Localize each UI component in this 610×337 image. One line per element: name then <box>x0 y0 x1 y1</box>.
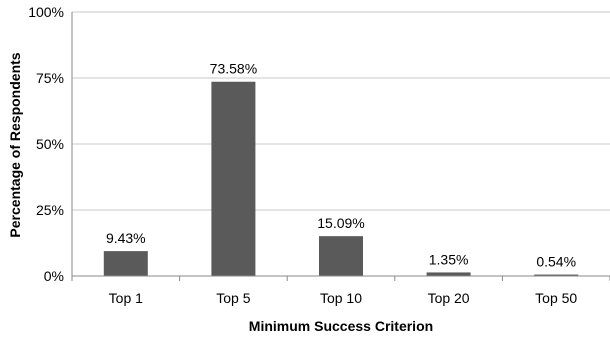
y-axis-title: Percentage of Respondents <box>7 52 23 237</box>
data-label: 73.58% <box>210 61 257 77</box>
bar <box>426 272 471 276</box>
bar <box>534 274 579 276</box>
y-tick-label: 75% <box>36 70 64 86</box>
bar <box>319 236 363 276</box>
data-labels: 9.43% 73.58% 15.09% 1.35% 0.54% <box>106 61 576 270</box>
gridlines <box>72 11 610 211</box>
data-label: 9.43% <box>106 230 146 246</box>
data-label: 15.09% <box>317 215 364 231</box>
x-tick-label: Top 10 <box>320 290 362 306</box>
y-tick-label: 0% <box>44 268 64 284</box>
y-tick-label: 25% <box>36 202 64 218</box>
x-tick-label: Top 50 <box>535 290 577 306</box>
bar <box>103 251 148 276</box>
axes <box>71 12 610 281</box>
x-tick-labels: Top 1 Top 5 Top 10 Top 20 Top 50 <box>109 290 578 306</box>
data-label: 0.54% <box>536 254 576 270</box>
bar <box>211 81 256 276</box>
x-axis-title: Minimum Success Criterion <box>249 318 433 334</box>
x-tick-label: Top 1 <box>109 290 143 306</box>
bars <box>103 81 579 276</box>
y-tick-label: 50% <box>36 136 64 152</box>
x-tick-label: Top 5 <box>216 290 250 306</box>
x-tick-label: Top 20 <box>428 290 470 306</box>
y-tick-label: 100% <box>28 4 64 20</box>
data-label: 1.35% <box>429 251 469 267</box>
y-tick-labels: 0% 25% 50% 75% 100% <box>28 4 64 284</box>
